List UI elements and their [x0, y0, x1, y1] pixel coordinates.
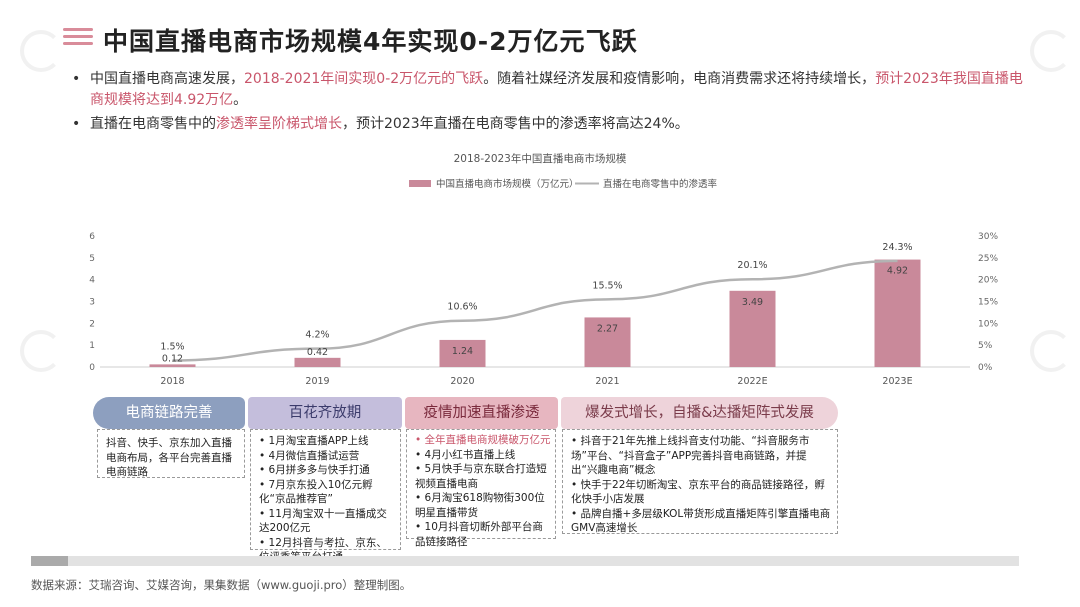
phase-header-2: 百花齐放期 — [248, 397, 402, 429]
phase-item: • 11月淘宝双十一直播成交达200亿元 — [259, 507, 387, 535]
phase-item-highlight: • 全年直播电商规模破万亿元 — [415, 434, 551, 446]
y-left-tick-label: 1 — [89, 341, 95, 351]
title-decoration-icon — [63, 28, 93, 46]
phase-header-shape — [248, 397, 402, 429]
legend-label: 直播在电商零售中的渗透率 — [603, 178, 718, 190]
phase-header-3: 疫情加速直播渗透 — [405, 397, 558, 429]
y-left-tick-label: 6 — [89, 232, 95, 242]
x-tick-label: 2019 — [305, 376, 329, 387]
watermark-logo-icon — [1030, 30, 1072, 72]
phase-title: 爆发式增长，自播&达播矩阵式发展 — [585, 405, 814, 421]
y-right-tick-label: 30% — [978, 232, 998, 242]
y-right-tick-label: 20% — [978, 276, 998, 286]
line-value-label: 20.1% — [737, 260, 767, 271]
bullet-text-run: ，预计2023年直播在电商零售中的渗透率将高达24%。 — [342, 116, 689, 132]
phase-header-1: 电商链路完善 — [93, 397, 245, 429]
phase-title: 疫情加速直播渗透 — [423, 405, 540, 421]
bar-value-label: 4.92 — [887, 266, 908, 277]
bullet-dot-icon: • — [72, 116, 81, 132]
y-right-tick-label: 10% — [978, 319, 998, 329]
line-value-label: 1.5% — [160, 341, 184, 352]
phase-item: • 6月拼多多与快手打通 — [259, 464, 370, 476]
legend-label: 中国直播电商市场规模（万亿元） — [436, 178, 579, 190]
phase-item: • 品牌自播+多层级KOL带货形成直播矩阵引擎直播电商GMV高速增长 — [571, 507, 831, 535]
bar — [439, 339, 486, 367]
slide-scrollbar[interactable] — [31, 556, 1019, 566]
line-value-label: 24.3% — [882, 242, 912, 253]
phase-header-4: 爆发式增长，自播&达播矩阵式发展 — [561, 397, 838, 429]
bullet-item-1: • 中国直播电商高速发展，2018-2021年间实现0-2万亿元的飞跃。随着社媒… — [72, 69, 1032, 111]
scrollbar-thumb[interactable] — [31, 556, 68, 566]
y-left-tick-label: 5 — [89, 254, 95, 264]
bullet-list: • 中国直播电商高速发展，2018-2021年间实现0-2万亿元的飞跃。随着社媒… — [72, 69, 1032, 138]
y-left-tick-label: 4 — [89, 276, 95, 286]
phase-item: • 7月京东投入10亿元孵化“京品推荐官” — [259, 478, 373, 506]
bullet-text-run: 中国直播电商高速发展， — [90, 71, 244, 87]
y-left-tick-label: 3 — [89, 298, 95, 308]
legend-swatch-bar — [409, 180, 431, 187]
bullet-highlight-run: 预计2023年我国直播电商规模将达到4.92万亿 — [90, 71, 1023, 108]
phase-item: • 快手于22年切断淘宝、京东平台的商品链接路径，孵化快手小店发展 — [571, 478, 825, 506]
phase-item: • 10月抖音切断外部平台商品链接路径 — [415, 521, 543, 548]
y-left-tick-label: 0 — [89, 363, 95, 373]
phase-item: 抖音、快手、京东加入直播电商布局，各平台完善直播电商链路 — [106, 437, 232, 478]
source-note: 数据来源：艾瑞咨询、艾媒咨询，果集数据（www.guoji.pro）整理制图。 — [31, 578, 412, 592]
bar-value-label: 1.24 — [452, 346, 473, 357]
bullet-dot-icon: • — [72, 71, 81, 87]
phase-title: 电商链路完善 — [125, 405, 213, 421]
phase-header-shape — [93, 397, 245, 429]
y-left-tick-label: 2 — [89, 319, 95, 329]
bullet-highlight-run: 渗透率呈阶梯式增长 — [216, 116, 342, 132]
bar-value-label: 0.12 — [162, 353, 183, 364]
bar-value-label: 3.49 — [742, 297, 763, 308]
bar — [584, 317, 631, 367]
page-title: 中国直播电商市场规模4年实现0-2万亿元飞跃 — [103, 27, 638, 56]
y-right-tick-label: 15% — [978, 298, 998, 308]
phase-header-shape — [405, 397, 558, 429]
x-tick-label: 2023E — [882, 376, 912, 387]
x-tick-label: 2018 — [160, 376, 184, 387]
bar-value-label: 2.27 — [597, 323, 618, 334]
x-tick-label: 2021 — [595, 376, 619, 387]
phase-box-1: 抖音、快手、京东加入直播电商布局，各平台完善直播电商链路 — [97, 429, 245, 478]
y-right-tick-label: 0% — [978, 363, 993, 373]
phase-item: • 6月淘宝618购物街300位明星直播带货 — [415, 492, 545, 519]
bullet-text-run: 。 — [233, 92, 248, 108]
y-right-tick-label: 5% — [978, 341, 993, 351]
bullet-item-2: • 直播在电商零售中的渗透率呈阶梯式增长，预计2023年直播在电商零售中的渗透率… — [72, 114, 1032, 135]
bar — [149, 364, 196, 367]
phase-title: 百花齐放期 — [288, 405, 362, 421]
penetration-line — [172, 259, 898, 362]
bullet-text-run: 。随着社媒经济发展和疫情影响，电商消费需求还将持续增长， — [483, 71, 876, 87]
bar — [729, 290, 776, 367]
bar — [874, 259, 921, 367]
phase-item: • 4月小红书直播上线 — [415, 448, 516, 461]
bar-value-label: 0.42 — [307, 347, 328, 358]
bullet-text-run: 直播在电商零售中的 — [90, 116, 216, 132]
phase-box-4: • 抖音于21年先推上线抖音支付功能、“抖音服务市场”平台、“抖音盒子”APP完… — [562, 429, 838, 534]
phase-item: • 抖音于21年先推上线抖音支付功能、“抖音服务市场”平台、“抖音盒子”APP完… — [571, 435, 810, 476]
line-value-label: 4.2% — [305, 330, 329, 341]
y-right-tick-label: 25% — [978, 254, 998, 264]
phase-box-2: • 1月淘宝直播APP上线 • 4月微信直播试运营 • 6月拼多多与快手打通 •… — [250, 429, 401, 563]
phase-item: • 5月快手与京东联合打造短视频直播电商 — [415, 463, 547, 490]
phase-box-3: • 全年直播电商规模破万亿元 • 4月小红书直播上线 • 5月快手与京东联合打造… — [406, 429, 556, 548]
x-tick-label: 2022E — [737, 376, 767, 387]
line-value-label: 15.5% — [592, 280, 622, 291]
watermark-logo-icon — [20, 30, 62, 72]
x-tick-label: 2020 — [450, 376, 474, 387]
phase-item: • 4月微信直播试运营 — [259, 449, 360, 462]
bullet-highlight-run: 2018-2021年间实现0-2万亿元的飞跃 — [244, 71, 484, 87]
bar — [294, 357, 341, 367]
phase-header-shape — [561, 397, 838, 429]
chart-title: 2018-2023年中国直播电商市场规模 — [454, 152, 627, 165]
line-value-label: 10.6% — [447, 302, 477, 313]
phase-item: • 1月淘宝直播APP上线 — [259, 435, 369, 447]
